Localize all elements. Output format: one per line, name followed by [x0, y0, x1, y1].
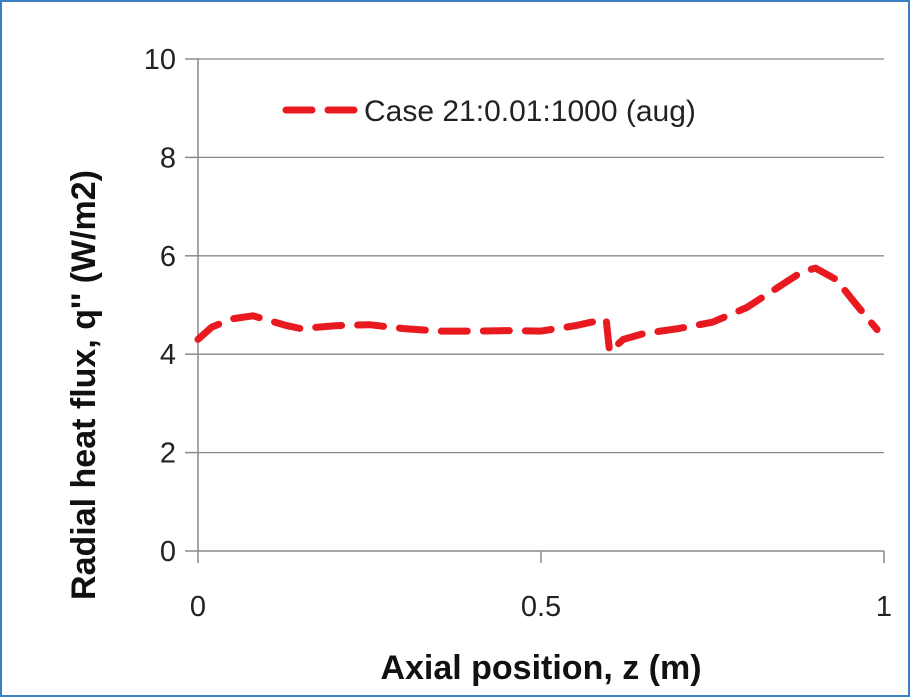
series-lines — [198, 268, 877, 352]
y-tick-label-0: 0 — [160, 536, 176, 568]
y-tick-label-2: 4 — [160, 339, 176, 371]
x-tick-label-1: 0.5 — [521, 591, 561, 623]
series-line-0 — [198, 268, 877, 352]
axes — [185, 58, 884, 563]
x-tick-labels: 0 0.5 1 — [190, 591, 892, 623]
legend-label: Case 21:0.01:1000 (aug) — [364, 95, 696, 128]
x-tick-label-2: 1 — [876, 591, 892, 623]
x-axis-title: Axial position, z (m) — [380, 649, 701, 687]
legend: Case 21:0.01:1000 (aug) — [286, 95, 696, 128]
y-tick-labels: 0 2 4 6 8 10 — [144, 44, 176, 568]
y-tick-label-4: 8 — [160, 142, 176, 174]
y-tick-label-5: 10 — [144, 44, 176, 76]
y-axis-title: Radial heat flux, q'' (W/m2) — [65, 170, 103, 600]
y-tick-label-1: 2 — [160, 438, 176, 470]
y-tick-label-3: 6 — [160, 241, 176, 273]
x-tick-label-0: 0 — [190, 591, 206, 623]
